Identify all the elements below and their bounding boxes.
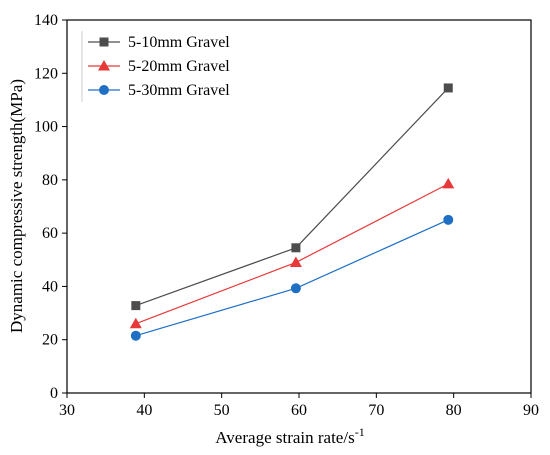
y-tick-label: 80 <box>42 172 58 189</box>
series-markers <box>129 83 455 341</box>
x-tick-label: 40 <box>136 402 152 419</box>
legend: 5-10mm Gravel 5-20mm Gravel 5-30mm Gravel <box>81 31 230 102</box>
data-point-series-2-1 <box>129 317 142 329</box>
data-point-series-3-3 <box>443 214 454 225</box>
data-point-series-2-3 <box>442 177 455 189</box>
y-tick-label: 40 <box>42 278 58 295</box>
series-line-2 <box>135 183 449 325</box>
x-tick-label: 90 <box>523 402 539 419</box>
y-tick-label: 120 <box>34 65 58 82</box>
y-tick-label: 100 <box>34 119 58 136</box>
series-line-1 <box>135 87 449 307</box>
axis-ticks: 30 40 50 60 70 80 90 0 20 40 60 80 100 120 140 <box>34 12 539 419</box>
series-lines <box>135 87 449 337</box>
y-tick-label: 0 <box>50 385 58 402</box>
x-tick-label: 80 <box>446 402 462 419</box>
y-axis-label: Dynamic compressive strength(MPa) <box>7 79 26 333</box>
legend-label-1: 5-10mm Gravel <box>128 34 230 51</box>
y-tick-label: 140 <box>34 12 58 29</box>
y-tick-label: 20 <box>42 332 58 349</box>
legend-marker-1 <box>99 37 109 47</box>
legend-marker-2 <box>98 60 110 71</box>
legend-items: 5-10mm Gravel 5-20mm Gravel 5-30mm Gravel <box>88 34 230 99</box>
series-line-3 <box>135 219 449 337</box>
x-axis-label: Average strain rate/s-1 <box>215 425 364 447</box>
data-point-series-3-1 <box>130 330 141 341</box>
legend-label-3: 5-30mm Gravel <box>128 82 230 99</box>
x-tick-label: 70 <box>368 402 384 419</box>
data-point-series-1-1 <box>131 301 141 311</box>
x-tick-label: 60 <box>291 402 307 419</box>
legend-marker-3 <box>99 85 109 95</box>
data-point-series-1-3 <box>443 83 453 93</box>
data-point-series-1-2 <box>291 243 301 253</box>
data-point-series-3-2 <box>290 283 301 294</box>
x-tick-label: 50 <box>214 402 230 419</box>
y-tick-label: 60 <box>42 225 58 242</box>
data-point-series-2-2 <box>289 256 302 267</box>
x-axis-label-superscript: -1 <box>355 425 365 439</box>
x-tick-label: 30 <box>59 402 75 419</box>
legend-label-2: 5-20mm Gravel <box>128 58 230 75</box>
